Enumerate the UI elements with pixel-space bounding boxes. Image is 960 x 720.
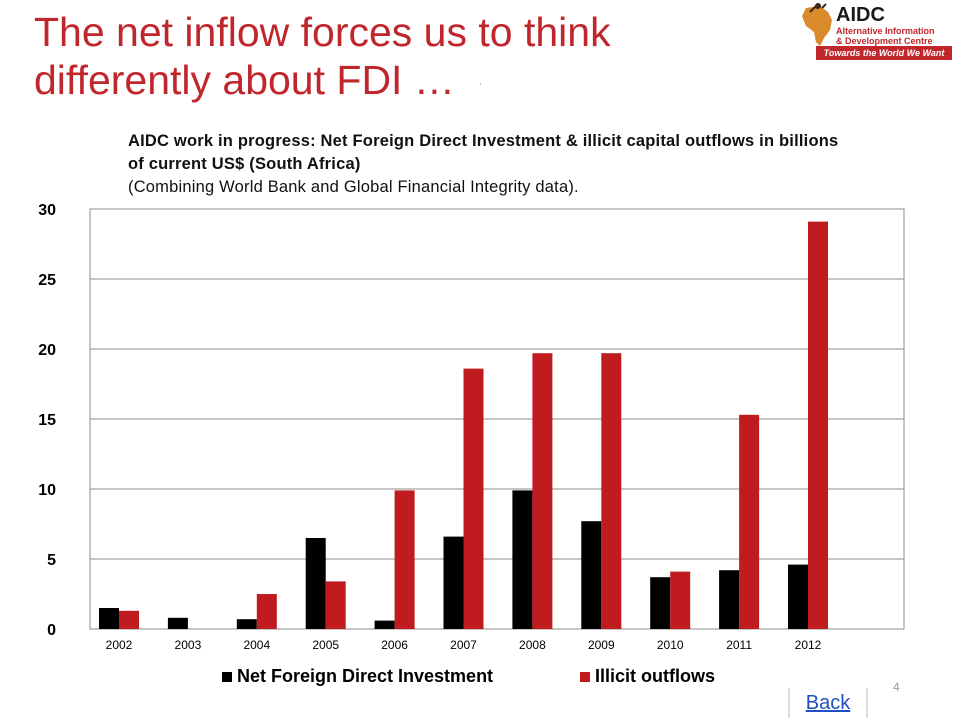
- logo-tagline: Towards the World We Want: [816, 46, 952, 60]
- bar-illicit: [670, 571, 691, 629]
- bar-fdi: [443, 536, 464, 629]
- y-tick-label: 0: [47, 622, 56, 639]
- legend-label-illicit: Illicit outflows: [595, 666, 715, 686]
- legend-item-fdi: Net Foreign Direct Investment: [222, 666, 493, 687]
- x-tick-label: 2010: [657, 638, 684, 652]
- x-tick-label: 2003: [175, 638, 202, 652]
- y-tick-label: 25: [38, 272, 56, 289]
- bar-fdi: [305, 538, 326, 629]
- bar-fdi: [99, 608, 119, 629]
- x-tick-label: 2012: [795, 638, 822, 652]
- page-number: 4: [893, 680, 900, 694]
- legend-label-fdi: Net Foreign Direct Investment: [237, 666, 494, 686]
- x-tick-label: 2007: [450, 638, 477, 652]
- bar-illicit: [739, 414, 760, 629]
- x-tick-label: 2005: [312, 638, 339, 652]
- bar-fdi: [719, 570, 740, 629]
- chart-subtitle: (Combining World Bank and Global Financi…: [128, 178, 579, 196]
- chart-title: AIDC work in progress: Net Foreign Direc…: [128, 132, 839, 173]
- bar-illicit: [394, 490, 415, 629]
- bar-illicit: [601, 353, 622, 629]
- bar-fdi: [236, 619, 257, 629]
- bar-illicit: [463, 368, 484, 629]
- x-tick-label: 2008: [519, 638, 546, 652]
- x-tick-label: 2002: [106, 638, 133, 652]
- bar-illicit: [256, 594, 277, 629]
- bar-fdi: [581, 521, 602, 629]
- chart-legend: Net Foreign Direct Investment Illicit ou…: [0, 666, 960, 688]
- plot-frame: [89, 208, 905, 630]
- bar-fdi: [167, 617, 188, 629]
- y-tick-label: 15: [38, 412, 56, 429]
- legend-swatch-fdi: [222, 671, 232, 682]
- bar-illicit: [119, 610, 139, 629]
- bar-fdi: [374, 620, 395, 629]
- y-tick-label: 5: [47, 552, 56, 569]
- back-link[interactable]: Back: [788, 688, 868, 718]
- africa-map-icon: [802, 3, 832, 46]
- slide-title-line-2: differently about FDI …: [34, 57, 455, 103]
- bar-illicit: [325, 581, 346, 629]
- y-tick-label: 30: [38, 202, 56, 219]
- x-tick-label: 2004: [243, 638, 270, 652]
- y-tick-label: 10: [38, 482, 56, 499]
- x-tick-label: 2009: [588, 638, 615, 652]
- y-tick-label: 20: [38, 342, 56, 359]
- slide-title: The net inflow forces us to think differ…: [34, 8, 734, 104]
- bar-illicit: [532, 353, 553, 629]
- logo-line-1: Alternative Information: [836, 26, 935, 36]
- small-mark: ': [480, 84, 482, 90]
- bar-fdi: [788, 564, 808, 629]
- chart-title-block: AIDC work in progress: Net Foreign Direc…: [128, 130, 848, 199]
- x-tick-label: 2011: [726, 638, 752, 652]
- x-tick-label: 2006: [381, 638, 408, 652]
- logo-name: AIDC: [836, 4, 885, 26]
- legend-item-illicit: Illicit outflows: [580, 666, 715, 687]
- slide-title-line-1: The net inflow forces us to think: [34, 9, 611, 55]
- aidc-logo: AIDC Alternative Information & Developme…: [796, 2, 956, 62]
- bar-illicit: [808, 221, 828, 629]
- bar-fdi: [512, 490, 533, 629]
- logo-line-2: & Development Centre: [836, 36, 933, 46]
- bar-fdi: [650, 577, 671, 629]
- legend-swatch-illicit: [580, 671, 590, 682]
